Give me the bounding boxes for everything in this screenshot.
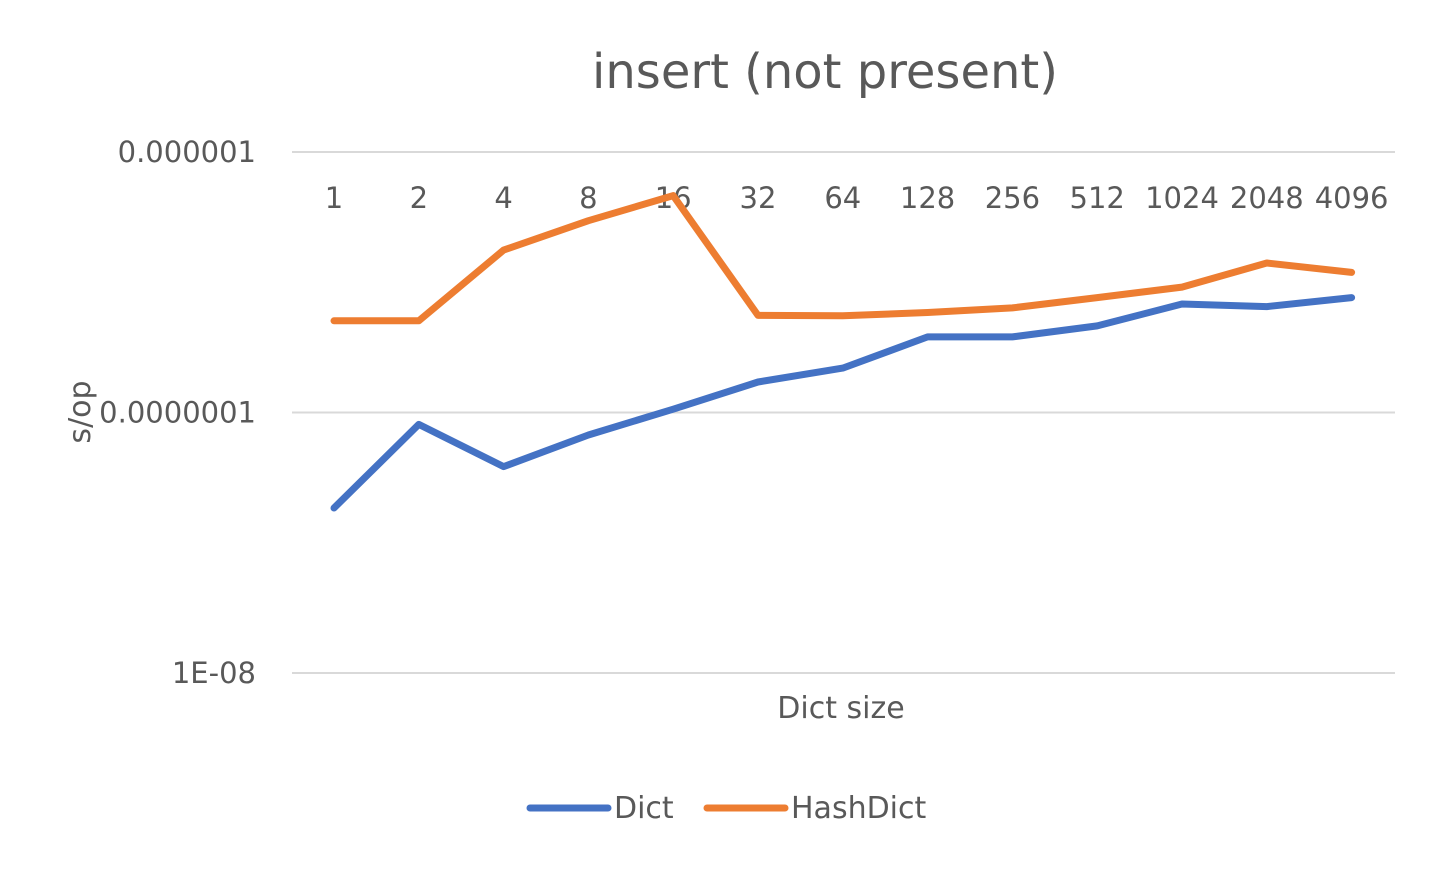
series-line-hashdict (330, 192, 1356, 325)
legend: Dict HashDict (526, 791, 927, 826)
series-lines (330, 192, 1356, 512)
legend-label-dict: Dict (614, 791, 674, 826)
chart-title: insert (not present) (592, 44, 1058, 100)
legend-label-hashdict: HashDict (791, 791, 927, 826)
x-tick-label: 256 (985, 181, 1040, 215)
x-tick-label: 2 (410, 181, 428, 215)
x-tick-label: 32 (740, 181, 777, 215)
y-tick-label: 0.0000001 (99, 396, 256, 430)
x-tick-label: 128 (900, 181, 955, 215)
x-tick-labels: 1 2 4 8 16 32 64 128 256 512 1024 2048 4096 (325, 181, 1389, 215)
x-tick-label: 512 (1070, 181, 1125, 215)
x-tick-label: 4 (494, 181, 512, 215)
x-tick-label: 8 (579, 181, 597, 215)
x-tick-label: 4096 (1315, 181, 1389, 215)
y-tick-label: 0.000001 (118, 135, 256, 169)
x-tick-label: 1 (325, 181, 343, 215)
y-axis-title: s/op (63, 380, 98, 443)
y-tick-label: 1E-08 (172, 656, 256, 690)
x-tick-label: 2048 (1230, 181, 1304, 215)
series-line-dict (330, 294, 1356, 512)
x-axis-title: Dict size (777, 691, 904, 726)
x-tick-label: 64 (824, 181, 861, 215)
gridlines (292, 151, 1395, 674)
y-tick-labels: 0.000001 0.0000001 1E-08 (99, 135, 256, 690)
x-tick-label: 1024 (1145, 181, 1219, 215)
